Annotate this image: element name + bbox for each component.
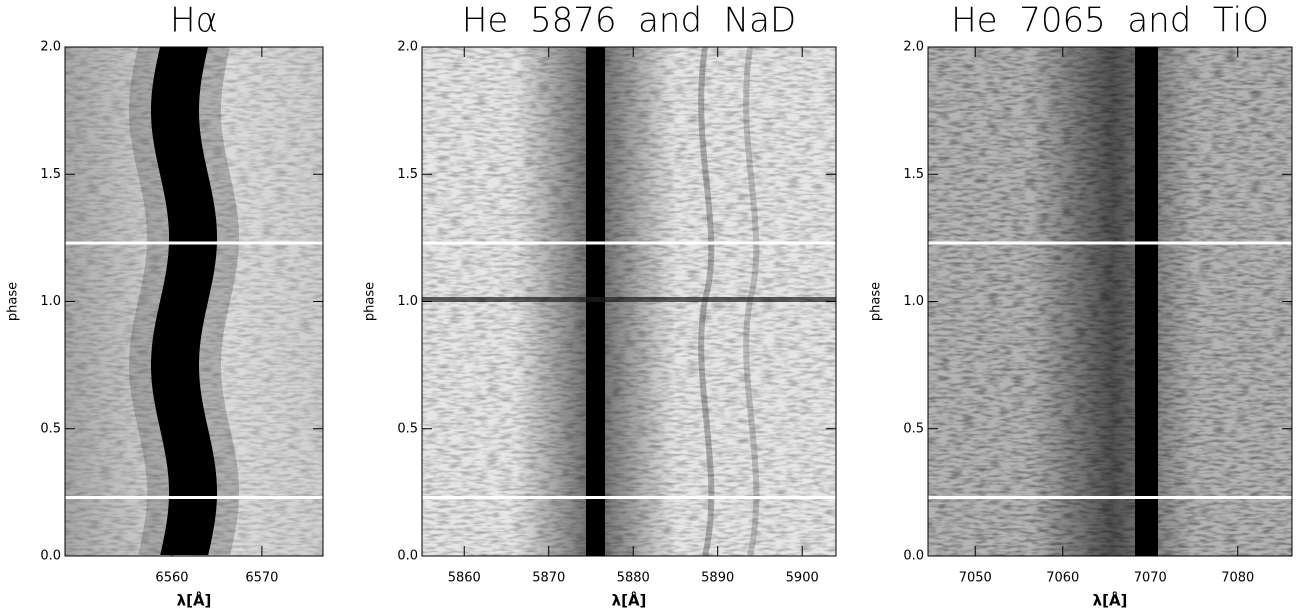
x-tick-label: 7070 [1134,571,1167,586]
y-tick-label: 1.0 [397,294,418,309]
y-tick-label: 2.0 [40,40,61,55]
x-tick-label: 7080 [1221,571,1254,586]
x-tick-label: 7060 [1046,571,1079,586]
y-axis-label: phase [6,282,21,321]
y-axis-label: phase [363,282,378,321]
panel-title: He 7065 and TiO [951,1,1269,41]
y-tick-label: 1.5 [903,167,924,182]
panel-title: Hα [170,1,218,41]
y-tick-label: 0.0 [397,549,418,564]
x-axis-label: λ[Å] [1093,591,1128,610]
y-tick-label: 2.0 [397,40,418,55]
y-tick-label: 1.5 [397,167,418,182]
x-tick-label: 5900 [786,571,819,586]
y-tick-label: 1.0 [903,294,924,309]
x-axis-label: λ[Å] [177,591,212,610]
x-tick-label: 5860 [448,571,481,586]
x-tick-label: 5870 [532,571,565,586]
spectrogram-image [422,47,836,556]
y-tick-label: 0.5 [397,421,418,436]
y-tick-label: 0.0 [903,549,924,564]
spectrogram-image [65,47,323,556]
y-tick-label: 2.0 [903,40,924,55]
y-axis-label: phase [869,282,884,321]
spectrogram-image [928,47,1292,556]
y-tick-label: 0.0 [40,549,61,564]
x-tick-label: 6570 [245,571,278,586]
x-tick-label: 5880 [617,571,650,586]
x-tick-label: 5890 [701,571,734,586]
y-tick-label: 1.0 [40,294,61,309]
x-axis-label: λ[Å] [612,591,647,610]
y-tick-label: 0.5 [903,421,924,436]
y-tick-label: 0.5 [40,421,61,436]
x-tick-label: 7050 [959,571,992,586]
x-tick-label: 6560 [155,571,188,586]
y-tick-label: 1.5 [40,167,61,182]
panel-title: He 5876 and NaD [462,1,796,41]
